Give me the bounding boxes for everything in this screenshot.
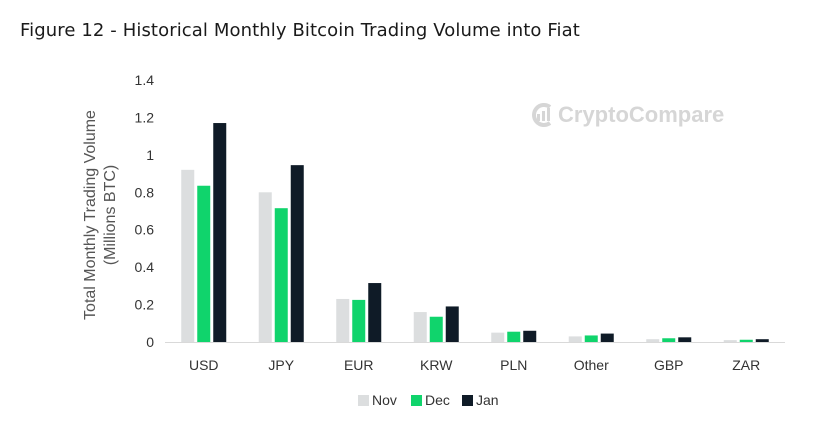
bar-eur-dec	[352, 299, 366, 342]
y-tick-label: 0.4	[135, 259, 155, 275]
bar-jpy-nov	[258, 192, 272, 342]
bar-krw-dec	[429, 316, 443, 342]
x-tick-label: Other	[574, 357, 609, 373]
bar-zar-nov	[723, 340, 737, 342]
legend-swatch-dec	[411, 395, 422, 406]
bar-usd-nov	[181, 169, 195, 342]
bar-other-jan	[600, 333, 614, 342]
bar-gbp-dec	[662, 338, 676, 342]
x-tick-label: GBP	[654, 357, 684, 373]
bar-eur-jan	[368, 283, 382, 342]
bar-pln-jan	[523, 330, 537, 342]
bar-other-nov	[568, 336, 582, 342]
x-tick-label: KRW	[420, 357, 453, 373]
bar-pln-nov	[491, 332, 505, 342]
bar-pln-dec	[507, 331, 521, 342]
x-tick-label: PLN	[500, 357, 527, 373]
legend-label-jan: Jan	[476, 392, 499, 408]
legend-label-nov: Nov	[372, 392, 397, 408]
y-axis-title-line-1: Total Monthly Trading Volume	[82, 110, 99, 320]
y-axis-title: Total Monthly Trading Volume (Millions B…	[82, 110, 119, 320]
x-axis-labels: USD JPY EUR KRW PLN Other GBP ZAR	[189, 357, 760, 373]
bar-eur-nov	[336, 298, 350, 342]
bar-krw-nov	[413, 312, 427, 342]
bar-krw-jan	[445, 306, 459, 342]
bar-usd-jan	[213, 123, 227, 343]
x-tick-label: ZAR	[732, 357, 760, 373]
watermark-text: CryptoCompare	[558, 102, 724, 127]
y-axis-title-line-2: (Millions BTC)	[102, 165, 119, 265]
bar-zar-jan	[755, 339, 769, 342]
x-tick-label: USD	[189, 357, 219, 373]
bar-other-dec	[584, 335, 598, 342]
bar-jpy-jan	[290, 165, 304, 342]
y-tick-label: 0.8	[135, 184, 155, 200]
bar-jpy-dec	[274, 208, 288, 342]
cryptocompare-logo-icon	[532, 103, 552, 127]
y-tick-label: 0.6	[135, 222, 155, 238]
bars	[181, 123, 769, 343]
bar-gbp-jan	[678, 337, 692, 342]
bar-gbp-nov	[646, 339, 660, 342]
y-tick-label: 0	[146, 334, 154, 350]
chart-title: Figure 12 - Historical Monthly Bitcoin T…	[20, 20, 580, 41]
bar-zar-dec	[739, 339, 753, 342]
bar-usd-dec	[197, 185, 211, 342]
legend-swatch-jan	[462, 395, 473, 406]
y-tick-label: 1	[146, 147, 154, 163]
x-tick-label: EUR	[344, 357, 374, 373]
legend-label-dec: Dec	[425, 392, 450, 408]
y-tick-label: 0.2	[135, 297, 155, 313]
y-tick-label: 1.2	[135, 109, 155, 125]
legend: Nov Dec Jan	[358, 392, 499, 408]
legend-swatch-nov	[358, 395, 369, 406]
watermark: CryptoCompare	[532, 102, 724, 127]
y-tick-label: 1.4	[135, 72, 155, 88]
x-tick-label: JPY	[268, 357, 294, 373]
y-axis-ticks: 0 0.2 0.4 0.6 0.8 1 1.2 1.4	[135, 72, 155, 350]
